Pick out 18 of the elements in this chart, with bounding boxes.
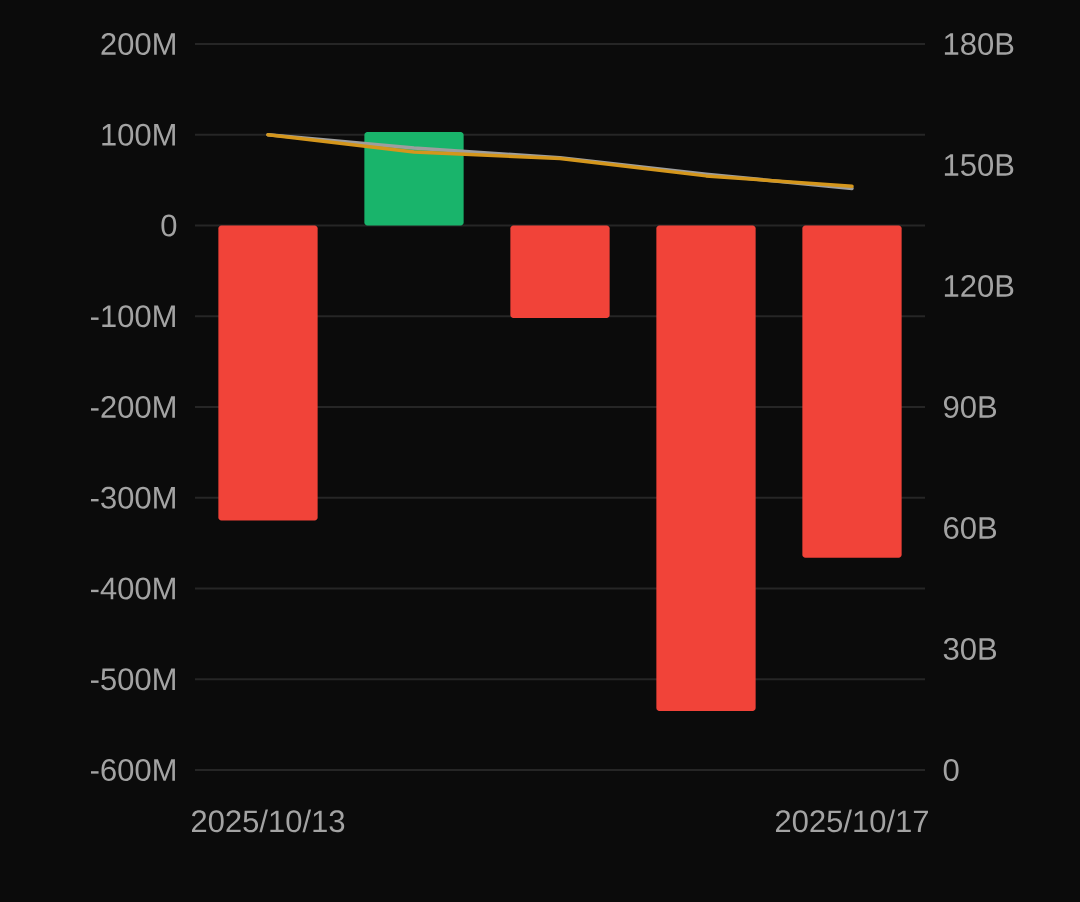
y2-tick-label: 150B (944, 154, 1014, 176)
y-tick-label: -400M (90, 577, 175, 600)
y-tick-label: -500M (90, 668, 175, 691)
y-tick-label: -100M (90, 305, 175, 328)
y2-tick-label: 120B (944, 275, 1014, 297)
y-tick-label: 200M (101, 33, 175, 55)
y2-tick-label: 90B (943, 396, 997, 418)
x-tick-label: 2025/10/17 (775, 809, 928, 833)
y2-tick-label: 0 (943, 759, 959, 781)
y-tick-label: -300M (90, 486, 175, 509)
y-tick-label: -200M (90, 396, 175, 418)
y2-tick-label: 180B (944, 33, 1014, 55)
y-tick-label: 100M (102, 123, 175, 146)
y2-tick-label: 30B (943, 638, 997, 660)
x-tick-label: 2025/10/13 (191, 809, 345, 833)
y2-tick-label: 60B (944, 517, 997, 539)
y-tick-label: 0 (161, 214, 177, 237)
y-tick-label: -600M (90, 759, 175, 781)
